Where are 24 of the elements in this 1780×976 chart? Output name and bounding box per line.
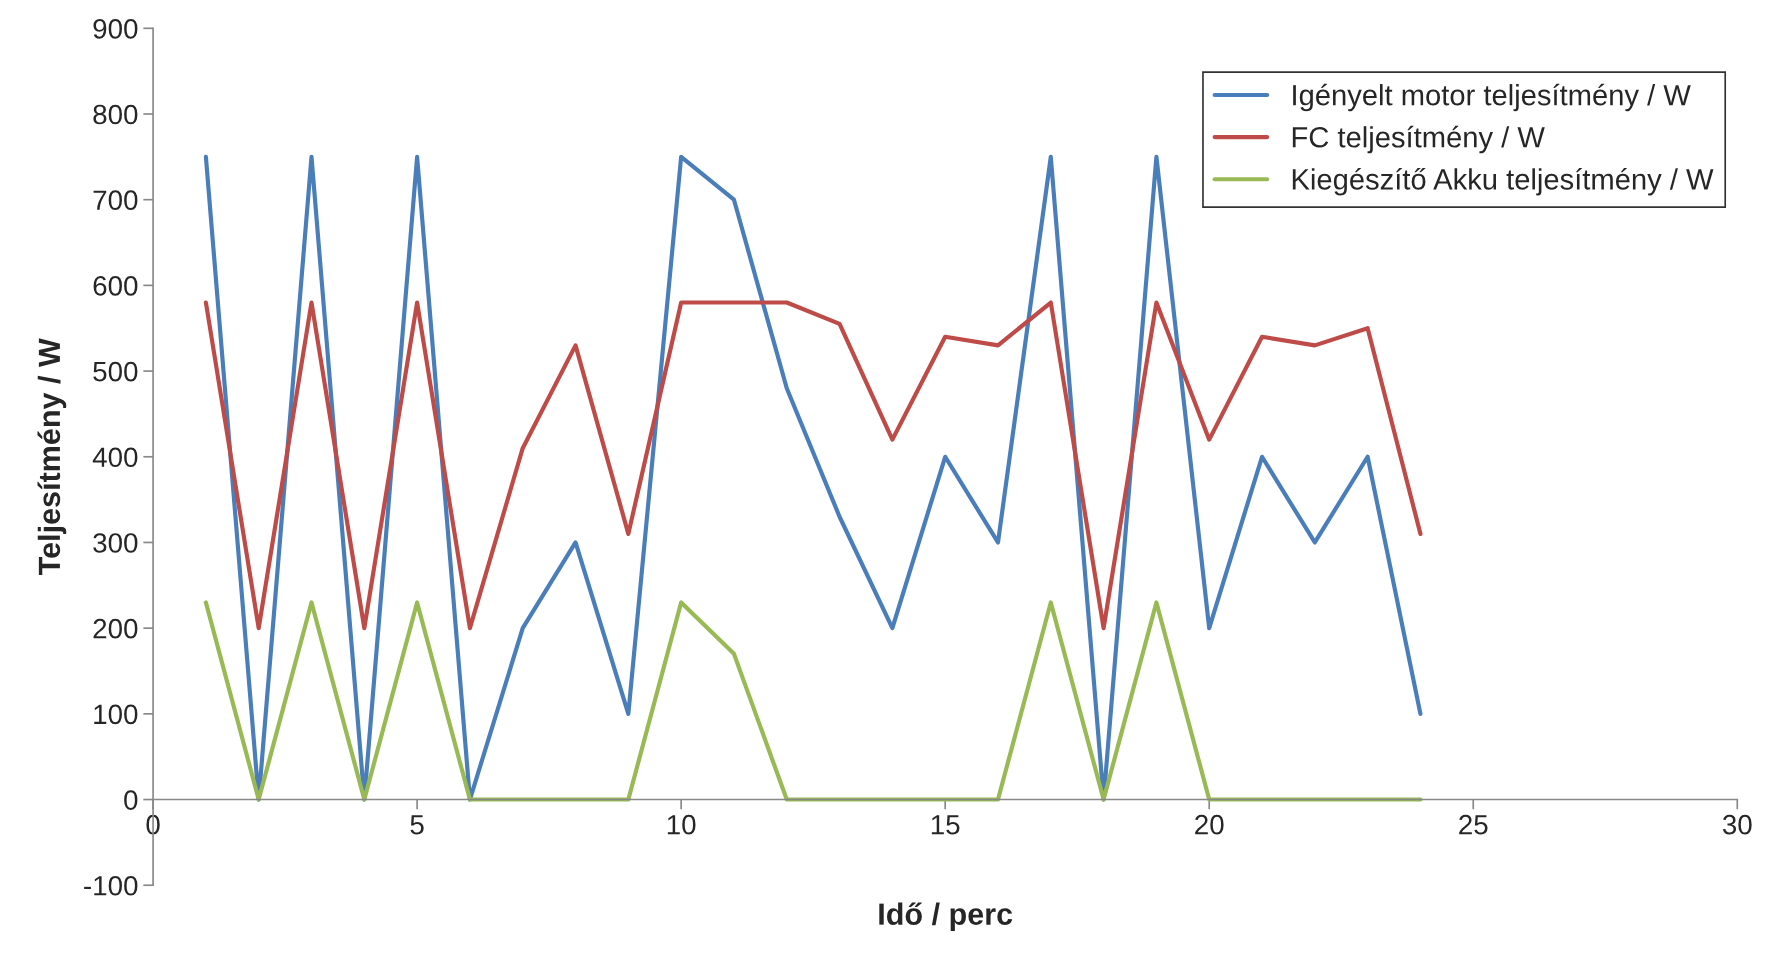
y-tick-label: 600 bbox=[93, 276, 138, 296]
y-tick-label: -100 bbox=[84, 875, 138, 896]
y-tick-label: 400 bbox=[92, 447, 138, 468]
y-tick-label: 300 bbox=[93, 533, 138, 553]
y-tick-label: 200 bbox=[93, 618, 138, 639]
line-series bbox=[203, 300, 1423, 631]
y-tick-label: 100 bbox=[94, 704, 138, 725]
y-tick-label: 700 bbox=[93, 190, 138, 211]
x-tick-label: 25 bbox=[1459, 814, 1488, 835]
x-tick-label: 5 bbox=[410, 815, 424, 835]
x-tick-label: 20 bbox=[1195, 814, 1224, 835]
y-tick-label: 0 bbox=[124, 790, 138, 810]
y-tick-label: 800 bbox=[93, 104, 138, 125]
x-tick-label: 0 bbox=[146, 814, 160, 835]
x-axis-title: Idő / perc bbox=[879, 902, 1013, 931]
legend-label: FC teljesítmény / W bbox=[1292, 125, 1545, 154]
x-tick-label: 15 bbox=[931, 815, 960, 835]
y-tick-label: 500 bbox=[93, 361, 138, 382]
legend-label: Kiegészítő Akku teljesítmény / W bbox=[1292, 167, 1714, 196]
x-tick-label: 10 bbox=[667, 814, 696, 835]
x-tick-label: 30 bbox=[1722, 814, 1752, 835]
y-axis-title: Teljesítmény / W bbox=[37, 338, 67, 575]
y-tick-label: 900 bbox=[93, 18, 138, 39]
legend-label: Igényelt motor teljesítmény / W bbox=[1293, 83, 1691, 112]
